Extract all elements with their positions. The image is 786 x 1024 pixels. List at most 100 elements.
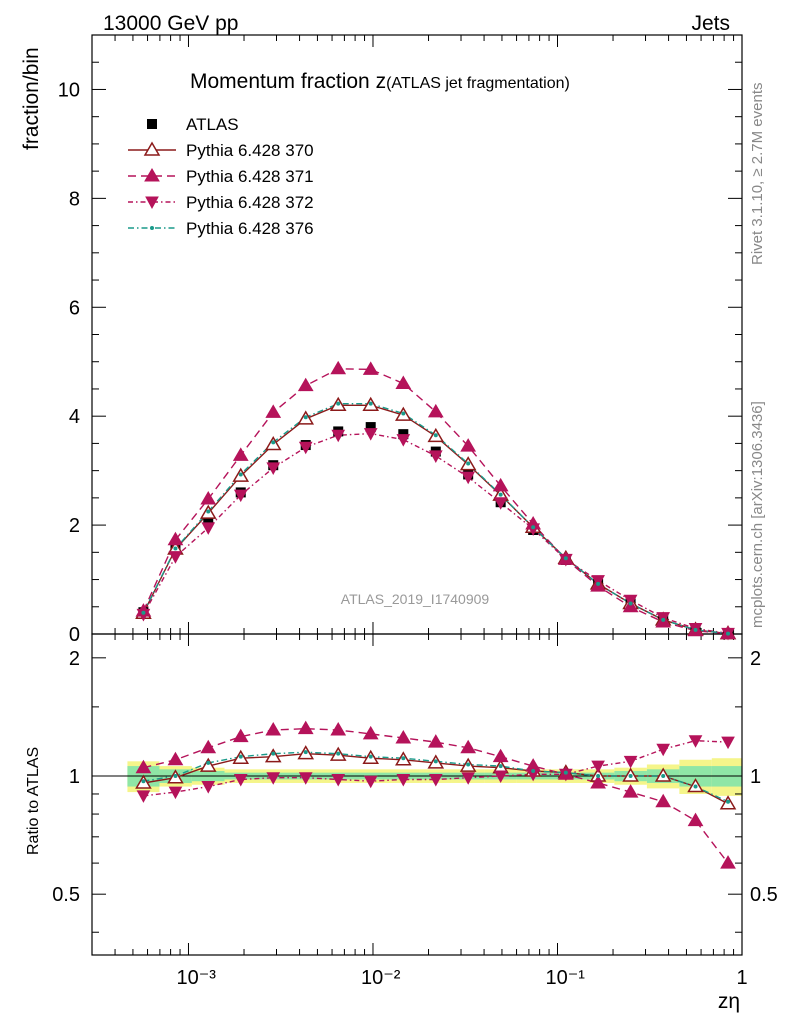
series-3-point [136, 608, 151, 622]
series-3-ratio-point [298, 772, 313, 785]
series-3-point [266, 462, 281, 475]
series-2-ratio-point [590, 774, 606, 789]
series-4-point [206, 509, 211, 514]
series-2-point [200, 490, 217, 505]
series-3-ratio-point [461, 772, 476, 785]
series-3-ratio-point [331, 773, 346, 787]
ratio-axis-label: Ratio to ATLAS [25, 747, 42, 855]
series-4-point [336, 401, 341, 406]
series-2-ratio-point [427, 734, 444, 748]
series-2-point [395, 375, 412, 390]
ratio-tick-label-right: 1 [750, 766, 761, 788]
series-4-point [661, 617, 666, 622]
legend-label-atlas: ATLAS [186, 115, 239, 134]
series-4-ratio-point [433, 759, 438, 764]
series-3-point [396, 434, 411, 447]
chart-title-suffix: (ATLAS jet fragmentation) [386, 75, 570, 92]
series-2-ratio-point [167, 751, 184, 766]
series-4-ratio-point [336, 751, 341, 756]
header-right-label: Jets [691, 12, 730, 35]
series-2-point [460, 438, 477, 452]
ratio-tick-label-left: 1 [69, 766, 80, 788]
series-4-point [303, 415, 308, 420]
series-4-ratio-point [596, 774, 601, 779]
chart-title: Momentum fraction z(ATLAS jet fragmentat… [190, 70, 570, 93]
series-2-ratio-point [135, 759, 152, 774]
chart-title-main: Momentum fraction z [190, 70, 386, 93]
series-2-ratio-point [720, 855, 736, 869]
y-tick-label: 8 [69, 188, 80, 210]
series-3-ratio-point [266, 772, 281, 785]
series-3-point [201, 522, 216, 535]
series-4-point [531, 525, 536, 530]
series-2-ratio-point [492, 748, 509, 763]
legend-marker-atlas [147, 119, 157, 129]
series-2-ratio-point [622, 784, 639, 798]
series-4-ratio-point [563, 770, 568, 775]
y-tick-label: 10 [58, 79, 80, 101]
series-4-ratio-point [531, 768, 536, 773]
series-4-point [368, 401, 373, 406]
x-tick-label: 10⁻³ [176, 967, 216, 989]
ratio-tick-label-right: 2 [750, 648, 761, 670]
legend-marker-3 [145, 196, 159, 210]
ratio-tick-label-left: 2 [69, 648, 80, 670]
series-4-point [466, 461, 471, 466]
series-4-point [628, 601, 633, 606]
series-2-ratio-point [460, 739, 477, 754]
series-3-ratio-point [623, 755, 638, 769]
series-3-point [168, 551, 183, 564]
series-3-point [298, 441, 313, 455]
series-3-ratio-point [201, 781, 216, 794]
x-tick-label: 10⁻¹ [545, 967, 585, 989]
atlas-data-point [365, 422, 376, 433]
series-4-ratio-point [726, 799, 731, 804]
series-2-ratio-line [143, 727, 729, 864]
y-tick-label: 2 [69, 515, 80, 537]
mcplots-label: mcplots.cern.ch [arXiv:1306.3436] [749, 401, 766, 628]
series-3-ratio-point [688, 735, 703, 748]
series-4-ratio-point [693, 784, 698, 789]
series-markers [135, 360, 737, 869]
rivet-version-label: Rivet 3.1.10, ≥ 2.7M events [749, 83, 766, 266]
series-4-ratio-point [141, 779, 146, 784]
x-tick-label: 10⁻² [361, 967, 401, 989]
series-2-ratio-point [297, 720, 314, 735]
series-2-ratio-point [200, 739, 217, 754]
series-4-point [238, 472, 243, 477]
series-4-ratio-point [498, 764, 503, 769]
series-3-ratio-point [721, 736, 735, 750]
series-4-ratio-point [206, 760, 211, 765]
series-2-ratio-point [265, 721, 282, 736]
series-3-ratio-point [591, 760, 605, 774]
legend-marker-1 [143, 141, 161, 156]
legend-label-2: Pythia 6.428 371 [186, 167, 314, 186]
series-2-ratio-point [395, 729, 412, 744]
series-3-ratio-point [493, 770, 508, 784]
series-3-ratio-point [168, 786, 183, 800]
y-tick-label: 6 [69, 297, 80, 319]
y-tick-label: 4 [69, 406, 80, 428]
legend-marker-2 [144, 168, 160, 182]
series-4-point [693, 627, 698, 632]
series-4-ratio-point [466, 762, 471, 767]
series-3-point [233, 489, 248, 503]
ratio-plot-frame [91, 633, 743, 956]
series-3-point [363, 428, 378, 441]
series-4-ratio-point [628, 774, 633, 779]
legend: ATLAS Pythia 6.428 370 Pythia 6.428 371 Pyt… [128, 115, 314, 238]
series-4-point [401, 411, 406, 416]
series-3-point [591, 575, 605, 588]
atlas-data-point [203, 514, 214, 525]
y-tick-label: 0 [69, 624, 80, 646]
series-2-point [265, 404, 282, 418]
series-3-ratio-point [233, 773, 248, 787]
series-3-ratio-point [396, 773, 411, 787]
legend-label-3: Pythia 6.428 372 [186, 193, 314, 212]
legend-marker-4 [150, 226, 154, 230]
x-tick-label: 1 [736, 967, 747, 989]
series-4-ratio-point [401, 756, 406, 761]
series-4-point [141, 610, 146, 615]
ratio-tick-label-right: 0.5 [750, 884, 778, 906]
series-1-ratio-point [199, 757, 217, 772]
